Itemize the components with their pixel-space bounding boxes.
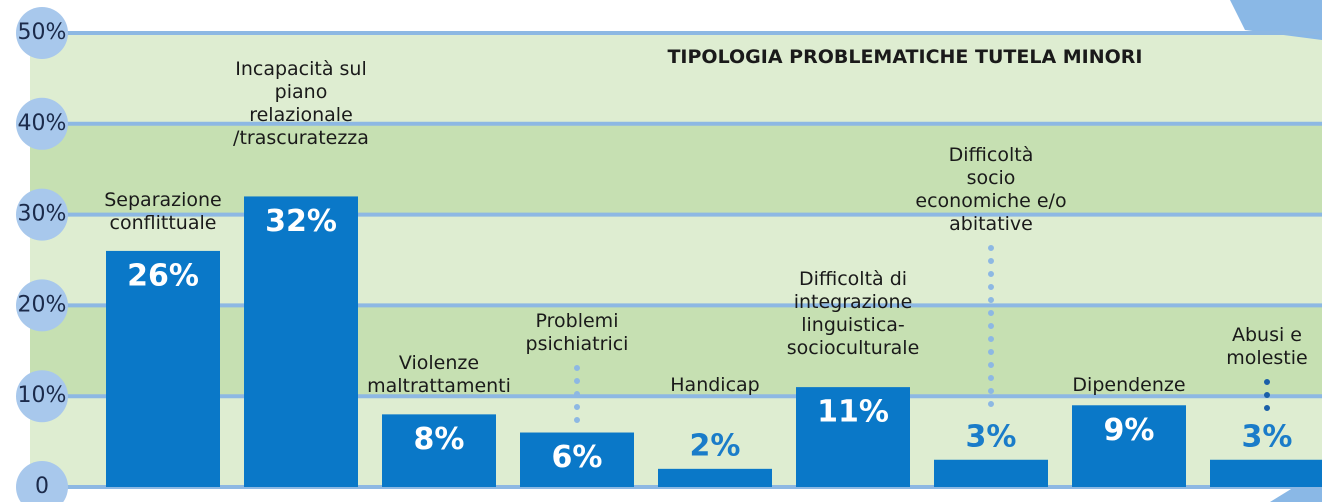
value-label: 32% xyxy=(265,204,337,239)
bar xyxy=(1072,405,1186,487)
category-label: Difficoltà di integrazione linguistica- … xyxy=(786,268,920,359)
category-label: Abusi e molestie xyxy=(1226,324,1308,369)
tick-badge xyxy=(16,279,68,332)
corner-decoration xyxy=(1230,0,1322,40)
category-label: Separazione conflittuale xyxy=(104,189,222,234)
tick-badge xyxy=(16,188,68,241)
y-tick-label: 10% xyxy=(18,383,67,408)
y-tick-label: 30% xyxy=(18,202,67,227)
tick-badge xyxy=(16,370,68,423)
category-label: Problemi psichiatrici xyxy=(525,310,629,355)
y-tick-label: 50% xyxy=(18,20,67,45)
bar xyxy=(1210,459,1322,487)
band xyxy=(30,33,1322,124)
tick-badge xyxy=(16,7,68,59)
bar xyxy=(520,432,634,487)
category-label: Difficoltà socio economiche e/o abitativ… xyxy=(915,144,1067,235)
value-label: 9% xyxy=(1104,413,1155,448)
bar xyxy=(796,387,910,487)
value-label: 3% xyxy=(966,419,1017,454)
y-tick-label: 0 xyxy=(35,474,49,499)
y-tick-label: 40% xyxy=(18,111,67,136)
value-label: 8% xyxy=(414,422,465,457)
tick-badge xyxy=(16,461,68,502)
bar xyxy=(382,414,496,487)
value-label: 11% xyxy=(817,395,889,430)
tick-badge xyxy=(16,97,68,150)
value-label: 2% xyxy=(690,428,741,463)
bar xyxy=(106,250,220,487)
value-label: 6% xyxy=(552,440,603,475)
value-label: 26% xyxy=(127,258,199,293)
bar xyxy=(934,459,1048,487)
category-label: Incapacità sul piano relazionale /trascu… xyxy=(233,58,369,149)
bar xyxy=(244,196,358,487)
bar xyxy=(658,468,772,487)
category-label: Dipendenze xyxy=(1072,374,1186,396)
value-label: 3% xyxy=(1242,419,1293,454)
category-label: Handicap xyxy=(670,374,760,396)
chart-title: TIPOLOGIA PROBLEMATICHE TUTELA MINORI xyxy=(667,46,1143,68)
y-tick-label: 20% xyxy=(18,292,67,317)
category-label: Violenze maltrattamenti xyxy=(367,352,511,397)
